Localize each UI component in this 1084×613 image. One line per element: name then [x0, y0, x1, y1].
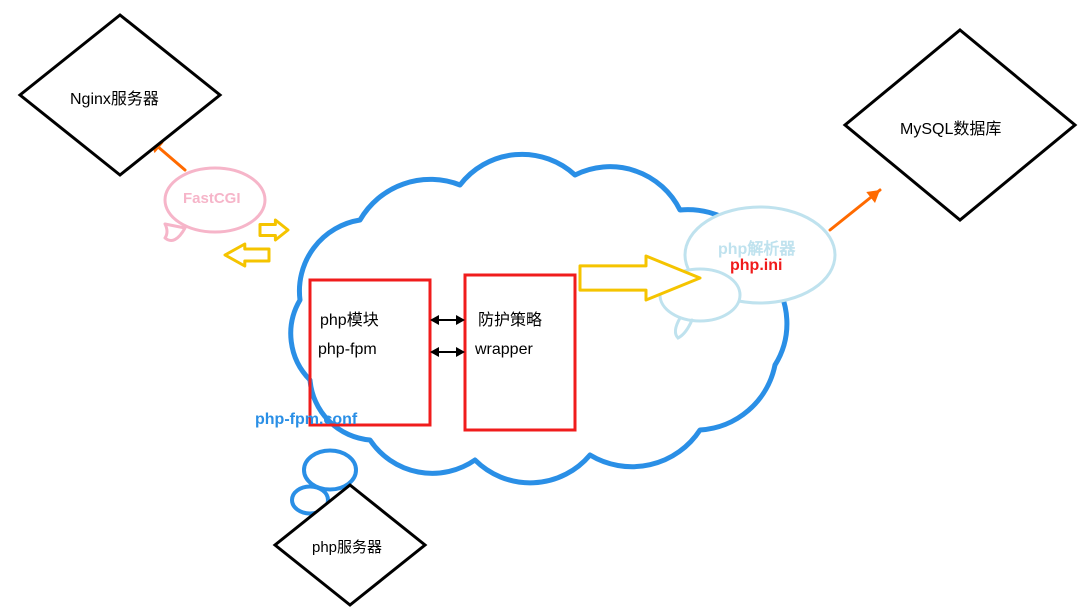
fastcgi-label: FastCGI — [183, 190, 241, 207]
php-fpm-conf-label: php-fpm.conf — [255, 411, 357, 429]
redbox-right-top-label: 防护策略 — [478, 306, 542, 330]
redbox-left-bottom-label: php-fpm — [318, 341, 377, 359]
orange-arrow-to-mysql — [830, 190, 880, 230]
diagram-stage: Nginx服务器 MySQL数据库 php服务器 php模块 php-fpm 防… — [0, 0, 1084, 613]
yellow-arrow-small-left — [225, 244, 269, 266]
redbox-right-bottom-label: wrapper — [475, 341, 533, 359]
redbox-left-top-label: php模块 — [320, 306, 379, 330]
mysql-label: MySQL数据库 — [900, 115, 1001, 139]
phpsrv-label: php服务器 — [312, 536, 382, 557]
yellow-arrow-small-right — [260, 220, 288, 240]
php-ini-label: php.ini — [730, 257, 782, 275]
php-parser-label: php解析器 — [718, 235, 795, 259]
nginx-label: Nginx服务器 — [70, 85, 159, 109]
